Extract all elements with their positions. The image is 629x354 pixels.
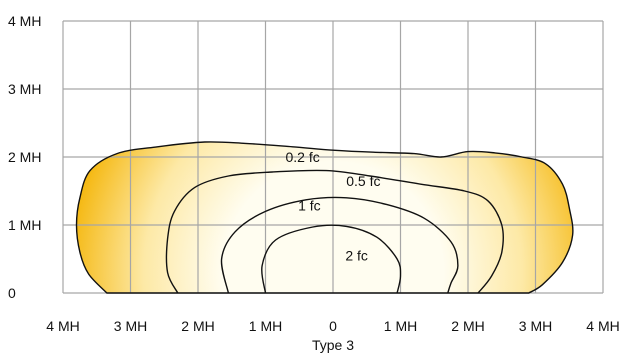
contour-labels: 0.2 fc 0.5 fc 1 fc 2 fc (286, 149, 381, 264)
y-tick-label: 0 (8, 285, 16, 301)
contour-2-fc (261, 224, 402, 294)
contour-0-5-fc (165, 169, 504, 294)
contour-label: 0.5 fc (346, 173, 380, 189)
x-tick-label: 2 MH (451, 318, 484, 334)
x-tick-label: 1 MH (249, 318, 282, 334)
contour-label: 1 fc (298, 197, 321, 213)
x-tick-label: 2 MH (181, 318, 214, 334)
x-tick-label: 3 MH (114, 318, 147, 334)
x-axis-ticks: 4 MH 3 MH 2 MH 1 MH 0 1 MH 2 MH 3 MH 4 MH (46, 318, 619, 334)
illuminance-fill (76, 141, 573, 293)
y-tick-label: 4 MH (8, 13, 41, 29)
x-tick-label: 3 MH (519, 318, 552, 334)
x-tick-label: 4 MH (46, 318, 79, 334)
contour-label: 0.2 fc (286, 149, 320, 165)
isofootcandle-contours (75, 141, 574, 294)
x-tick-label: 1 MH (384, 318, 417, 334)
x-axis-label: Type 3 (312, 337, 354, 353)
y-tick-label: 1 MH (8, 217, 41, 233)
illuminance-area (76, 141, 573, 293)
x-tick-label: 4 MH (586, 318, 619, 334)
y-axis-ticks: 0 1 MH 2 MH 3 MH 4 MH (8, 13, 41, 301)
y-tick-label: 3 MH (8, 81, 41, 97)
contour-label: 2 fc (345, 248, 368, 264)
contour-0-2-fc (75, 141, 574, 294)
x-tick-label: 0 (329, 318, 337, 334)
contour-1-fc (220, 196, 459, 294)
y-tick-label: 2 MH (8, 149, 41, 165)
